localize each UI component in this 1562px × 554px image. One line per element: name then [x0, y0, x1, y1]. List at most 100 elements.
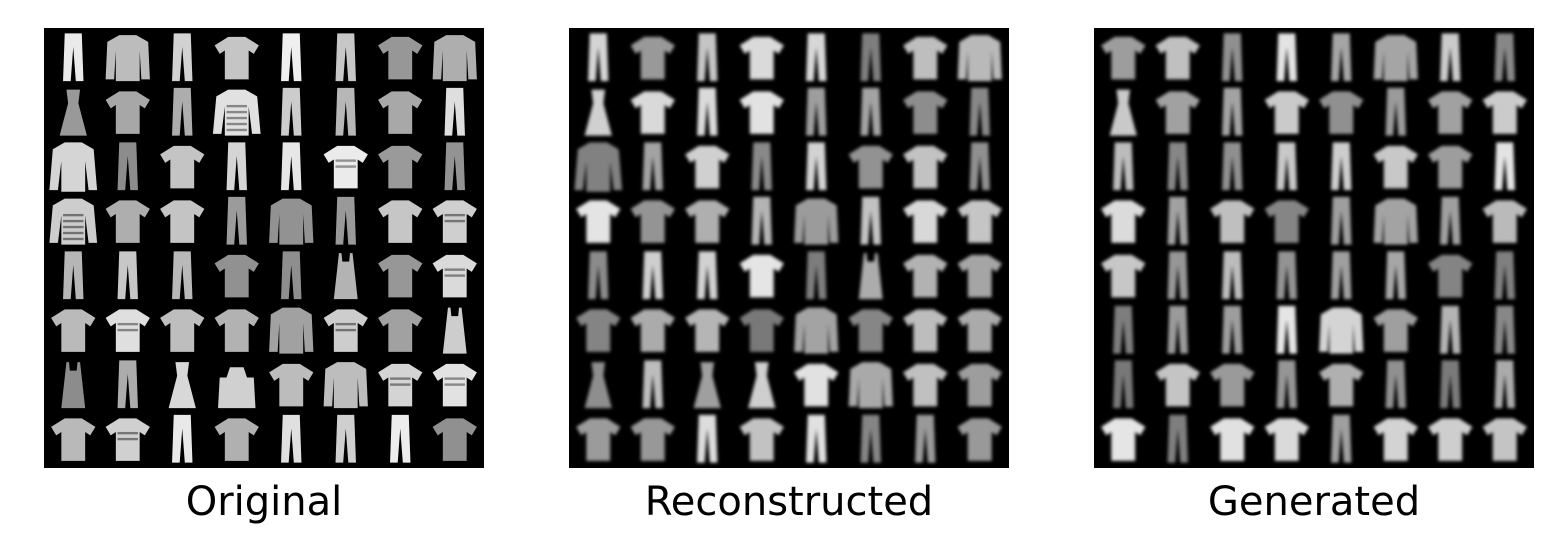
thumbnail-shirt	[323, 362, 368, 409]
thumbnail-trouser	[1331, 196, 1352, 245]
thumbnail-trouser	[172, 87, 193, 136]
thumbnail-tshirt	[432, 254, 477, 298]
thumbnail-shirt	[269, 198, 314, 245]
thumbnail-tshirt	[105, 200, 150, 243]
thumbnail-pullover	[212, 89, 261, 136]
thumbnail-tshirt	[1428, 145, 1473, 189]
thumbnail-top	[333, 253, 358, 300]
pattern-stripe	[444, 383, 465, 386]
thumbnail-dress	[584, 362, 612, 409]
thumbnail-trouser	[1167, 142, 1188, 191]
thumbnail-tshirt	[1155, 91, 1200, 134]
thumbnail-trouser	[172, 251, 193, 300]
thumbnail-tshirt	[1210, 418, 1255, 461]
thumbnail-shirt	[1319, 307, 1364, 354]
thumbnail-shirt	[1373, 35, 1418, 82]
thumbnail-trouser	[697, 33, 718, 82]
thumbnail-trouser	[1440, 33, 1461, 82]
thumbnail-dress	[748, 362, 776, 409]
thumbnail-trouser	[335, 196, 356, 245]
thumbnail-shirt	[794, 307, 839, 354]
thumbnail-shirt	[848, 362, 893, 409]
thumbnail-trouser	[117, 360, 138, 409]
thumbnail-dress	[693, 362, 721, 409]
pattern-stripe	[117, 437, 138, 441]
thumbnail-trouser	[751, 196, 772, 245]
thumbnail-tshirt	[1264, 91, 1309, 134]
pattern-stripe	[63, 231, 84, 235]
thumbnail-tshirt	[903, 254, 948, 298]
pattern-stripe	[390, 377, 411, 380]
thumbnail-tshirt	[903, 200, 948, 243]
thumbnail-trouser	[172, 33, 193, 82]
thumbnail-tshirt	[848, 309, 893, 352]
thumbnail-tshirt	[794, 363, 839, 407]
thumbnail-tshirt	[214, 309, 259, 352]
thumbnail-trouser	[642, 360, 663, 409]
thumbnail-tshirt	[323, 309, 368, 352]
thumbnail-trouser	[697, 251, 718, 300]
thumbnail-tshirt	[685, 309, 730, 352]
thumbnail-trouser	[969, 87, 990, 136]
pattern-stripe	[117, 431, 138, 435]
thumbnail-top	[858, 253, 883, 300]
thumbnail-trouser	[1494, 142, 1515, 191]
pattern-stripe	[444, 268, 465, 271]
thumbnail-shirt	[794, 198, 839, 245]
thumbnail-trouser	[335, 87, 356, 136]
thumbnail-trouser	[1222, 305, 1243, 354]
thumbnail-tshirt	[630, 91, 675, 134]
thumbnail-tshirt	[1101, 200, 1146, 243]
thumbnail-trouser	[1276, 33, 1297, 82]
thumbnail-trouser	[588, 251, 609, 300]
thumbnail-tshirt	[1101, 36, 1146, 80]
thumbnail-shirt	[105, 35, 150, 82]
thumbnail-trouser	[117, 251, 138, 300]
thumbnail-trouser	[281, 87, 302, 136]
thumbnail-trouser	[806, 251, 827, 300]
thumbnail-tshirt	[957, 254, 1002, 298]
thumbnail-tshirt	[432, 363, 477, 407]
thumbnail-tshirt	[685, 200, 730, 243]
thumbnail-trouser	[1276, 251, 1297, 300]
pattern-stripe	[444, 377, 465, 380]
thumbnail-tshirt	[576, 418, 621, 461]
thumbnail-trouser	[1385, 87, 1406, 136]
thumbnail-tshirt	[1210, 363, 1255, 407]
thumbnail-tshirt	[1319, 91, 1364, 134]
thumbnail-trouser	[1113, 360, 1134, 409]
thumbnail-tshirt	[160, 309, 205, 352]
thumbnail-trouser	[1331, 33, 1352, 82]
thumbnail-tshirt	[378, 363, 423, 407]
thumbnail-dress	[59, 89, 87, 136]
thumbnail-trouser	[1331, 142, 1352, 191]
thumbnail-trouser	[642, 251, 663, 300]
thumbnail-tshirt	[630, 200, 675, 243]
thumbnail-tshirt	[903, 145, 948, 189]
thumbnail-tshirt	[160, 145, 205, 189]
thumbnail-tshirt	[1264, 418, 1309, 461]
thumbnail-tshirt	[214, 254, 259, 298]
thumbnail-tshirt	[903, 309, 948, 352]
thumbnail-trouser	[806, 87, 827, 136]
thumbnail-trouser	[1222, 33, 1243, 82]
thumbnail-tshirt	[378, 145, 423, 189]
thumbnail-trouser	[390, 414, 411, 463]
thumbnail-tshirt	[1428, 91, 1473, 134]
thumbnail-trouser	[1167, 196, 1188, 245]
thumbnail-tshirt	[848, 145, 893, 189]
thumbnail-trouser	[1494, 360, 1515, 409]
original-image-grid	[44, 28, 484, 468]
thumbnail-tshirt	[1373, 418, 1418, 461]
thumbnail-trouser	[1276, 360, 1297, 409]
thumbnail-tshirt	[957, 309, 1002, 352]
thumbnail-trouser	[806, 33, 827, 82]
thumbnail-trouser	[1440, 196, 1461, 245]
pattern-stripe	[444, 219, 465, 223]
thumbnail-dress	[1109, 89, 1137, 136]
pattern-stripe	[226, 104, 247, 108]
thumbnail-tshirt	[739, 309, 784, 352]
thumbnail-tshirt	[1482, 200, 1527, 243]
thumbnail-tshirt	[1428, 418, 1473, 461]
thumbnail-trouser	[1331, 251, 1352, 300]
